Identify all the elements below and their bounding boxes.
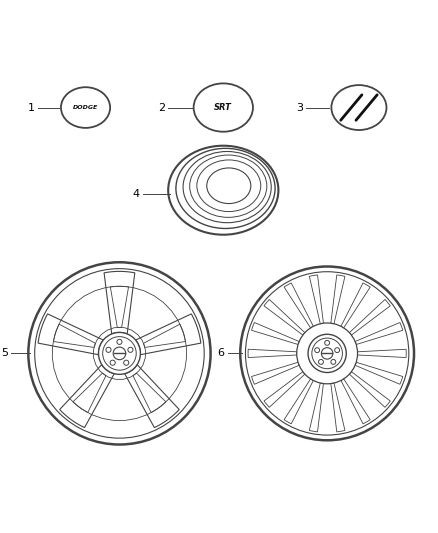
Circle shape (312, 338, 343, 369)
Circle shape (35, 269, 204, 438)
Text: 5: 5 (1, 349, 8, 358)
Circle shape (117, 340, 122, 344)
Polygon shape (331, 383, 345, 432)
Circle shape (245, 272, 409, 435)
Circle shape (124, 360, 129, 365)
Polygon shape (355, 322, 403, 344)
Circle shape (113, 347, 126, 360)
Polygon shape (104, 271, 135, 334)
Circle shape (308, 334, 346, 373)
Circle shape (102, 337, 136, 370)
Text: SRT: SRT (214, 103, 232, 112)
Ellipse shape (332, 85, 386, 130)
Polygon shape (38, 314, 103, 354)
Polygon shape (350, 300, 390, 335)
Polygon shape (136, 314, 201, 354)
Circle shape (321, 348, 333, 359)
Circle shape (240, 266, 414, 440)
Text: 2: 2 (158, 102, 166, 112)
Ellipse shape (190, 155, 267, 217)
Polygon shape (284, 283, 313, 328)
Circle shape (325, 341, 329, 345)
Text: 3: 3 (296, 102, 303, 112)
Polygon shape (309, 383, 323, 432)
Polygon shape (350, 372, 390, 407)
Circle shape (297, 323, 357, 384)
Ellipse shape (61, 87, 110, 128)
Ellipse shape (197, 160, 261, 212)
Ellipse shape (176, 148, 275, 229)
Circle shape (128, 348, 133, 352)
Circle shape (99, 333, 141, 374)
Circle shape (110, 360, 115, 365)
Text: 1: 1 (28, 102, 35, 112)
Circle shape (106, 348, 111, 352)
Polygon shape (331, 275, 345, 324)
Circle shape (315, 348, 320, 352)
Polygon shape (251, 362, 299, 384)
Text: DODGE: DODGE (73, 105, 98, 110)
Ellipse shape (183, 151, 271, 223)
Ellipse shape (207, 168, 251, 204)
Ellipse shape (194, 83, 253, 132)
Polygon shape (355, 362, 403, 384)
Text: 4: 4 (133, 189, 140, 199)
Circle shape (331, 359, 336, 365)
Polygon shape (341, 379, 370, 424)
Text: 6: 6 (218, 349, 225, 358)
Polygon shape (248, 349, 297, 358)
Polygon shape (341, 283, 370, 328)
Polygon shape (264, 300, 305, 335)
Circle shape (335, 348, 339, 352)
Polygon shape (284, 379, 313, 424)
Ellipse shape (168, 146, 279, 235)
Polygon shape (251, 322, 299, 344)
Circle shape (28, 262, 211, 445)
Polygon shape (60, 365, 114, 427)
Polygon shape (125, 365, 179, 427)
Polygon shape (264, 372, 305, 407)
Polygon shape (309, 275, 323, 324)
Circle shape (318, 359, 323, 365)
Polygon shape (357, 349, 406, 358)
